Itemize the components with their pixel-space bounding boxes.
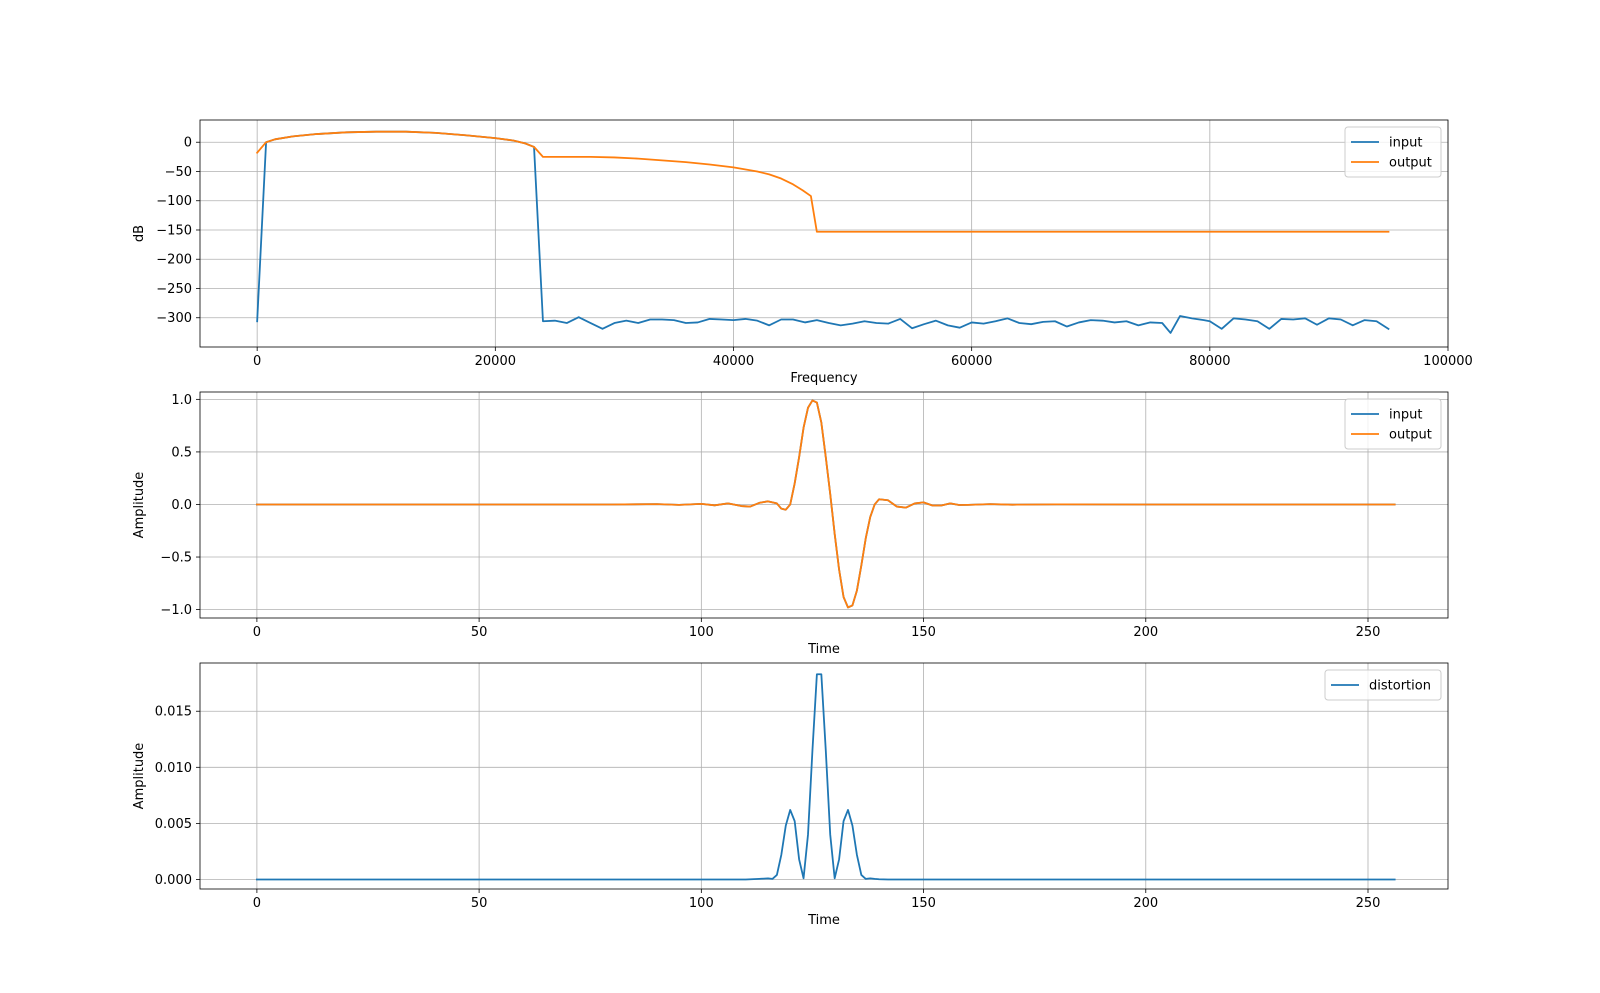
x-tick-label: 50: [471, 625, 488, 640]
y-axis-label: Amplitude: [132, 472, 147, 539]
x-tick-label: 250: [1356, 896, 1381, 911]
x-tick-label: 200: [1133, 625, 1158, 640]
axes-frame: [199, 391, 1449, 619]
y-tick-label: 0.0: [171, 498, 192, 513]
series-group: [255, 673, 1396, 881]
x-tick-label: 100: [689, 896, 714, 911]
legend: input output: [1344, 126, 1442, 178]
y-axis-label: Amplitude: [132, 743, 147, 810]
legend-box: [1324, 669, 1442, 701]
y-tick-label: −50: [165, 165, 192, 180]
y-tick-label: 0.5: [171, 445, 192, 460]
y-tick-label: −150: [156, 223, 192, 238]
y-tick-label: −0.5: [160, 551, 192, 566]
series-group: [255, 130, 1390, 334]
y-tick-label: 0.015: [155, 705, 192, 720]
legend-entry-output: output: [1389, 156, 1432, 171]
x-axis-label: Frequency: [790, 371, 857, 386]
y-tick-label: 0: [184, 136, 192, 151]
legend-entry-input: input: [1389, 408, 1422, 423]
y-tick-label: 0.010: [155, 761, 192, 776]
y-tick-label: 0.000: [155, 873, 192, 888]
y-tick-label: −1.0: [160, 603, 192, 618]
x-tick-label: 50: [471, 896, 488, 911]
x-tick-label: 80000: [1189, 354, 1230, 369]
legend: input output: [1344, 398, 1442, 450]
series-group: [255, 399, 1396, 609]
x-tick-label: 60000: [951, 354, 992, 369]
subplot-3: 0 50 100 150 200 250 0.000 0.005 0.010 0.015 Time A…: [132, 662, 1449, 928]
x-tick-label: 20000: [475, 354, 516, 369]
x-axis-label: Time: [807, 913, 840, 928]
x-tick-label: 200: [1133, 896, 1158, 911]
legend-box: [1344, 398, 1442, 450]
series-line-distortion: [255, 673, 1396, 881]
legend-entry-output: output: [1389, 428, 1432, 443]
legend-entry-input: input: [1389, 136, 1422, 151]
legend-box: [1344, 126, 1442, 178]
x-tick-label: 150: [911, 625, 936, 640]
x-tick-label: 150: [911, 896, 936, 911]
x-tick-label: 0: [253, 354, 261, 369]
legend: distortion: [1324, 669, 1442, 701]
y-tick-label: −300: [156, 311, 192, 326]
x-axis-label: Time: [807, 642, 840, 657]
series-line-output: [255, 399, 1396, 609]
subplot-1: 0 20000 40000 60000 80000 100000 0 −50 −100 −150 −…: [132, 119, 1473, 386]
x-tick-label: 250: [1356, 625, 1381, 640]
series-line-output: [255, 130, 1390, 233]
subplots: 0 20000 40000 60000 80000 1000000−50−100−150−…: [132, 119, 1473, 928]
x-tick-label: 0: [253, 625, 261, 640]
y-tick-label: −250: [156, 282, 192, 297]
x-tick-label: 40000: [713, 354, 754, 369]
legend-entry-distortion: distortion: [1369, 679, 1431, 694]
x-tick-label: 100: [689, 625, 714, 640]
y-tick-label: −200: [156, 253, 192, 268]
subplot-2: 0 50 100 150 200 250 1.0 0.5 0.0 −0.5 −1.0 Time Ampl…: [132, 391, 1449, 657]
axes-frame: [199, 662, 1449, 890]
y-tick-label: −100: [156, 194, 192, 209]
x-tick-label: 0: [253, 896, 261, 911]
series-line-input: [256, 130, 1390, 334]
x-tick-label: 100000: [1423, 354, 1473, 369]
y-tick-label: 0.005: [155, 817, 192, 832]
grid: [200, 120, 1449, 347]
y-tick-label: 1.0: [171, 393, 192, 408]
axes-frame: [199, 119, 1449, 348]
y-axis-label: dB: [132, 225, 147, 242]
